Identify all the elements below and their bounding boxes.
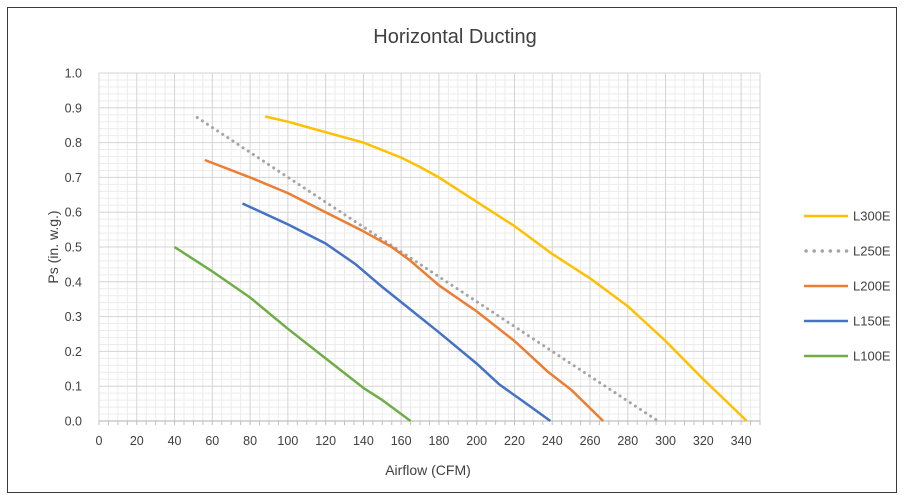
legend-label-l100e: L100E [853, 349, 891, 364]
series-lines [173, 115, 748, 423]
y-tick-label: 0.3 [65, 310, 82, 324]
series-line-l250e [195, 116, 660, 423]
x-tick-label: 220 [504, 434, 525, 448]
x-tick-label: 300 [655, 434, 676, 448]
legend-label-l200e: L200E [853, 279, 891, 294]
x-tick-label: 20 [130, 434, 144, 448]
y-tick-label: 0.5 [65, 241, 82, 255]
y-tick-label: 0.1 [65, 380, 82, 394]
y-tick-label: 0.0 [65, 415, 82, 429]
series-line-l100e [173, 245, 412, 423]
y-tick-label: 0.7 [65, 171, 82, 185]
x-tick-label: 140 [353, 434, 374, 448]
legend-label-l300e: L300E [853, 209, 891, 224]
grid [98, 72, 761, 425]
x-tick-label: 120 [315, 434, 336, 448]
y-tick-label: 0.8 [65, 136, 82, 150]
x-tick-label: 280 [617, 434, 638, 448]
series-line-l200e [204, 158, 605, 422]
y-axis-label: Ps (in. w.g.) [45, 210, 61, 283]
x-tick-label: 40 [168, 434, 182, 448]
legend-label-l150e: L150E [853, 314, 891, 329]
legend: L300E L250E L200E L150E L100E [804, 209, 891, 364]
chart-title: Horizontal Ducting [373, 26, 536, 48]
x-tick-label: 80 [243, 434, 257, 448]
x-axis-label: Airflow (CFM) [385, 462, 471, 478]
y-tick-label: 0.4 [65, 275, 82, 289]
x-tick-label: 0 [96, 434, 103, 448]
x-tick-label: 160 [391, 434, 412, 448]
y-tick-label: 0.6 [65, 206, 82, 220]
x-tick-label: 240 [542, 434, 563, 448]
y-tick-label: 0.9 [65, 101, 82, 115]
series-line-l300e [264, 115, 748, 422]
x-tick-label: 100 [277, 434, 298, 448]
series-line-l150e [241, 202, 552, 423]
x-tick-label: 200 [466, 434, 487, 448]
tick-labels: 0 20 40 60 80 100 120 140 160 180 200 220 240 260 280 3… [65, 67, 752, 449]
x-tick-label: 60 [205, 434, 219, 448]
x-tick-label: 260 [580, 434, 601, 448]
x-tick-label: 180 [429, 434, 450, 448]
y-tick-label: 1.0 [65, 67, 82, 81]
x-tick-label: 320 [693, 434, 714, 448]
y-tick-label: 0.2 [65, 345, 82, 359]
legend-label-l250e: L250E [853, 244, 891, 259]
x-tick-label: 340 [731, 434, 752, 448]
